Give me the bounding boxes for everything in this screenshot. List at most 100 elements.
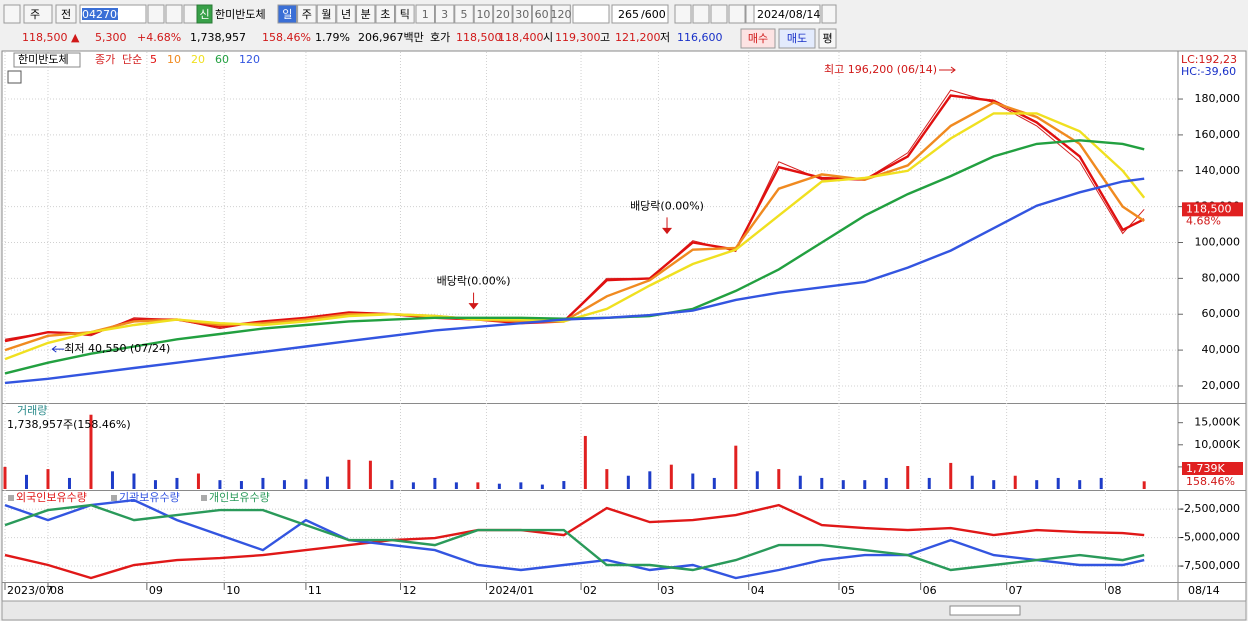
period-button[interactable] — [395, 4, 415, 24]
tool-icon[interactable] — [710, 4, 728, 24]
period-label[interactable]: 월 — [321, 8, 331, 21]
count-value[interactable]: 265 — [618, 8, 639, 21]
date-value[interactable]: 2024/08/14 — [757, 8, 820, 21]
interval-button[interactable] — [415, 4, 435, 24]
x-tick-label: 05 — [841, 584, 855, 597]
period-label[interactable]: 년 — [341, 8, 351, 21]
period-button[interactable] — [277, 4, 297, 24]
legend-entry: 60 — [215, 53, 229, 66]
x-tick-label: 2024/01 — [488, 584, 534, 597]
zoom-slider[interactable] — [949, 605, 1021, 616]
legend-entry: 기관보유수량 — [119, 491, 180, 504]
interval-label[interactable]: 3 — [441, 8, 448, 21]
interval-button[interactable] — [434, 4, 455, 24]
period-label[interactable]: 틱 — [400, 8, 410, 21]
interval-label[interactable]: 30 — [515, 8, 529, 21]
period-button[interactable] — [355, 4, 376, 24]
volume-bar — [304, 479, 308, 489]
interval-button[interactable] — [454, 4, 474, 24]
volume-bar — [89, 414, 93, 489]
tool-icon[interactable] — [728, 4, 746, 24]
market-select[interactable] — [23, 4, 53, 24]
avg-label[interactable]: 평 — [822, 32, 832, 45]
interval-label[interactable]: 60 — [535, 8, 549, 21]
code-input-text[interactable]: 042700 — [82, 8, 124, 21]
prefix-label[interactable]: 전 — [61, 8, 71, 21]
volume-bar — [626, 475, 630, 489]
badge[interactable] — [196, 4, 213, 24]
buy-button[interactable] — [740, 28, 776, 49]
series-line — [4, 112, 1146, 361]
interval-label[interactable]: 20 — [496, 8, 510, 21]
volume-bar — [218, 480, 222, 489]
tool-icon[interactable] — [147, 4, 165, 24]
legend-entry: 외국인보유수량 — [16, 491, 87, 504]
volume-bar — [562, 481, 566, 489]
annotation-arrow — [468, 292, 479, 310]
scrollbar[interactable] — [1, 600, 1247, 621]
interval-button[interactable] — [473, 4, 494, 24]
count-input[interactable] — [611, 4, 669, 24]
x-tick-label: 09 — [149, 584, 163, 597]
x-tick-label: 08 — [50, 584, 64, 597]
period-label[interactable]: 일 — [282, 7, 292, 21]
volume-bar — [820, 477, 824, 489]
period-button[interactable] — [316, 4, 337, 24]
period-button[interactable] — [336, 4, 356, 24]
period-label[interactable]: 주 — [302, 8, 312, 21]
tool-icon[interactable] — [165, 4, 183, 24]
volume-bar — [906, 466, 910, 489]
prefix-button[interactable] — [55, 4, 77, 24]
interval-label[interactable]: 10 — [476, 8, 490, 21]
volume-bar — [648, 471, 652, 489]
ma-type: 단순 — [122, 53, 142, 66]
period-button[interactable] — [375, 4, 395, 24]
interval-button[interactable] — [531, 4, 552, 24]
volume-bar — [863, 480, 867, 489]
interval-button[interactable] — [512, 4, 532, 24]
y-tick-label: 10,000K — [1194, 438, 1240, 451]
volume-bar — [841, 480, 845, 489]
legend-swatch — [8, 495, 14, 501]
volume-bar — [368, 460, 372, 489]
legend-entry: 20 — [191, 53, 205, 66]
avg-button[interactable] — [818, 28, 837, 49]
title-box — [13, 52, 81, 68]
y-tick-label: -2,500,000 — [1180, 502, 1240, 515]
x-tick-label: 10 — [226, 584, 240, 597]
y-tick-label: 15,000K — [1194, 416, 1240, 429]
quote-change-rate: +4.68% — [137, 31, 181, 44]
interval-button[interactable] — [551, 4, 571, 24]
interval-label[interactable]: 120 — [551, 8, 572, 21]
period-label[interactable]: 분 — [361, 8, 371, 21]
volume-bar — [970, 475, 974, 489]
sell-label[interactable]: 매도 — [787, 32, 807, 45]
volume-bar — [196, 473, 200, 489]
quote-volume: 1,738,957 — [190, 31, 246, 44]
interval-label[interactable]: 5 — [461, 8, 468, 21]
quote-open-label: 시 — [543, 31, 553, 44]
date-input[interactable] — [753, 4, 821, 24]
interval-label[interactable]: 1 — [422, 8, 429, 21]
interval-button[interactable] — [493, 4, 513, 24]
volume-bar — [390, 480, 394, 489]
volume-bar — [734, 445, 738, 489]
chart-area — [1, 50, 1247, 602]
market-select-label[interactable]: 주 — [30, 8, 40, 21]
interval-select[interactable] — [572, 4, 610, 24]
sell-button[interactable] — [778, 28, 816, 49]
period-button[interactable] — [297, 4, 317, 24]
y-tick-label: 80,000 — [1202, 271, 1241, 284]
legend-swatch — [111, 495, 117, 501]
quote-ask: 118,500 — [456, 31, 502, 44]
period-label[interactable]: 초 — [380, 8, 390, 21]
tool-icon[interactable] — [692, 4, 710, 24]
calendar-button[interactable] — [821, 4, 837, 24]
buy-label[interactable]: 매수 — [748, 32, 768, 45]
volume-last: 1,739K — [1186, 462, 1225, 475]
table-icon[interactable] — [7, 70, 22, 84]
y-tick-label: 140,000 — [1195, 164, 1241, 177]
menu-icon[interactable] — [3, 4, 21, 24]
tool-icon[interactable] — [674, 4, 692, 24]
series-line — [4, 503, 1145, 572]
